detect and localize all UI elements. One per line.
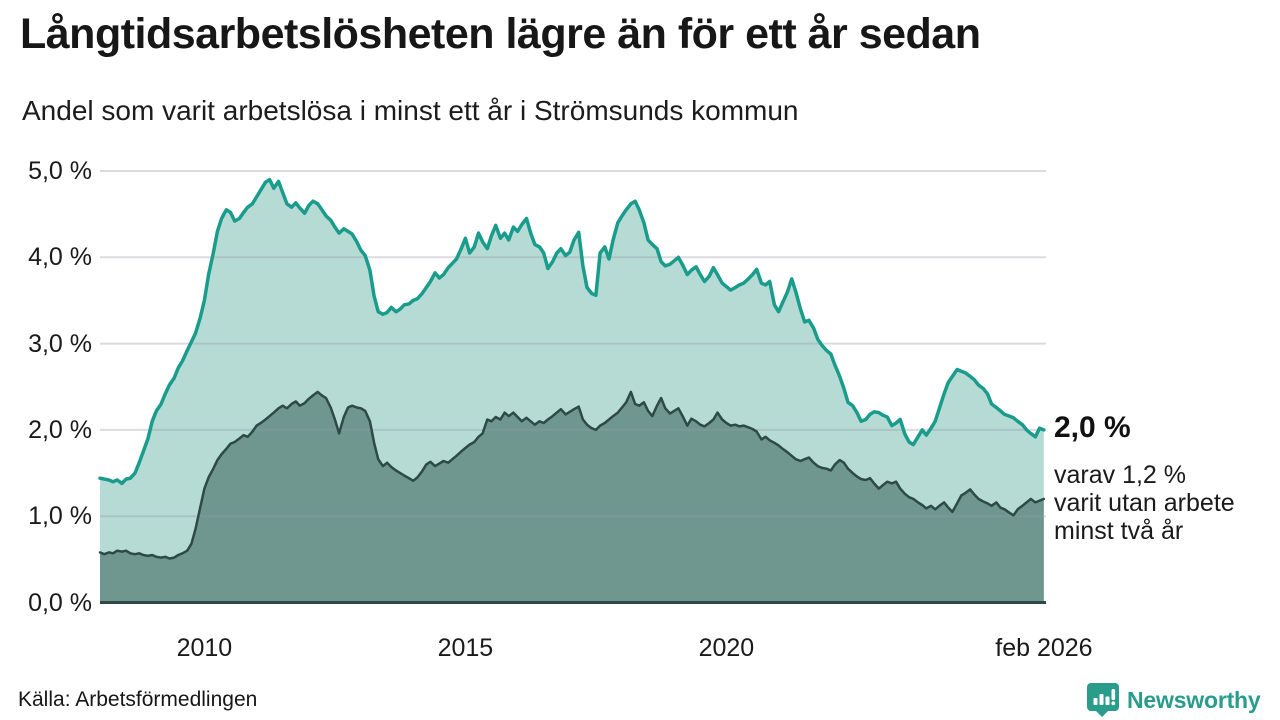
chart-subtitle: Andel som varit arbetslösa i minst ett å…: [22, 95, 799, 126]
y-axis-label: 0,0 %: [28, 588, 92, 617]
newsworthy-pin-icon: [1087, 683, 1119, 717]
y-axis-label: 5,0 %: [28, 157, 92, 185]
x-axis-label: feb 2026: [995, 634, 1093, 662]
brand-logo: Newsworthy: [1086, 682, 1261, 718]
brand-name: Newsworthy: [1127, 686, 1261, 713]
y-axis-label: 4,0 %: [28, 243, 92, 272]
series-two-year-line: [98, 390, 1046, 560]
page-title: Långtidsarbetslösheten lägre än för ett …: [20, 10, 981, 58]
source-credit: Källa: Arbetsförmedlingen: [18, 688, 258, 711]
latest-value-label: 2,0 %: [1054, 411, 1131, 444]
series-two-year-area: [100, 391, 1044, 603]
y-axis-label: 2,0 %: [28, 415, 92, 444]
annotation-line: minst två år: [1054, 517, 1184, 545]
x-axis-label: 2010: [176, 634, 233, 662]
x-axis-label: 2020: [698, 634, 755, 662]
annotation-line: varit utan arbete: [1054, 489, 1235, 517]
annotation-text: varav 1,2 % varit utan arbete minst två …: [1054, 461, 1235, 545]
y-axis-label: 3,0 %: [28, 329, 92, 358]
x-axis-label: 2015: [437, 634, 494, 662]
series-one-year-line: [98, 177, 1046, 486]
y-axis-label: 1,0 %: [28, 502, 92, 531]
annotation-line: varav 1,2 %: [1054, 461, 1187, 489]
